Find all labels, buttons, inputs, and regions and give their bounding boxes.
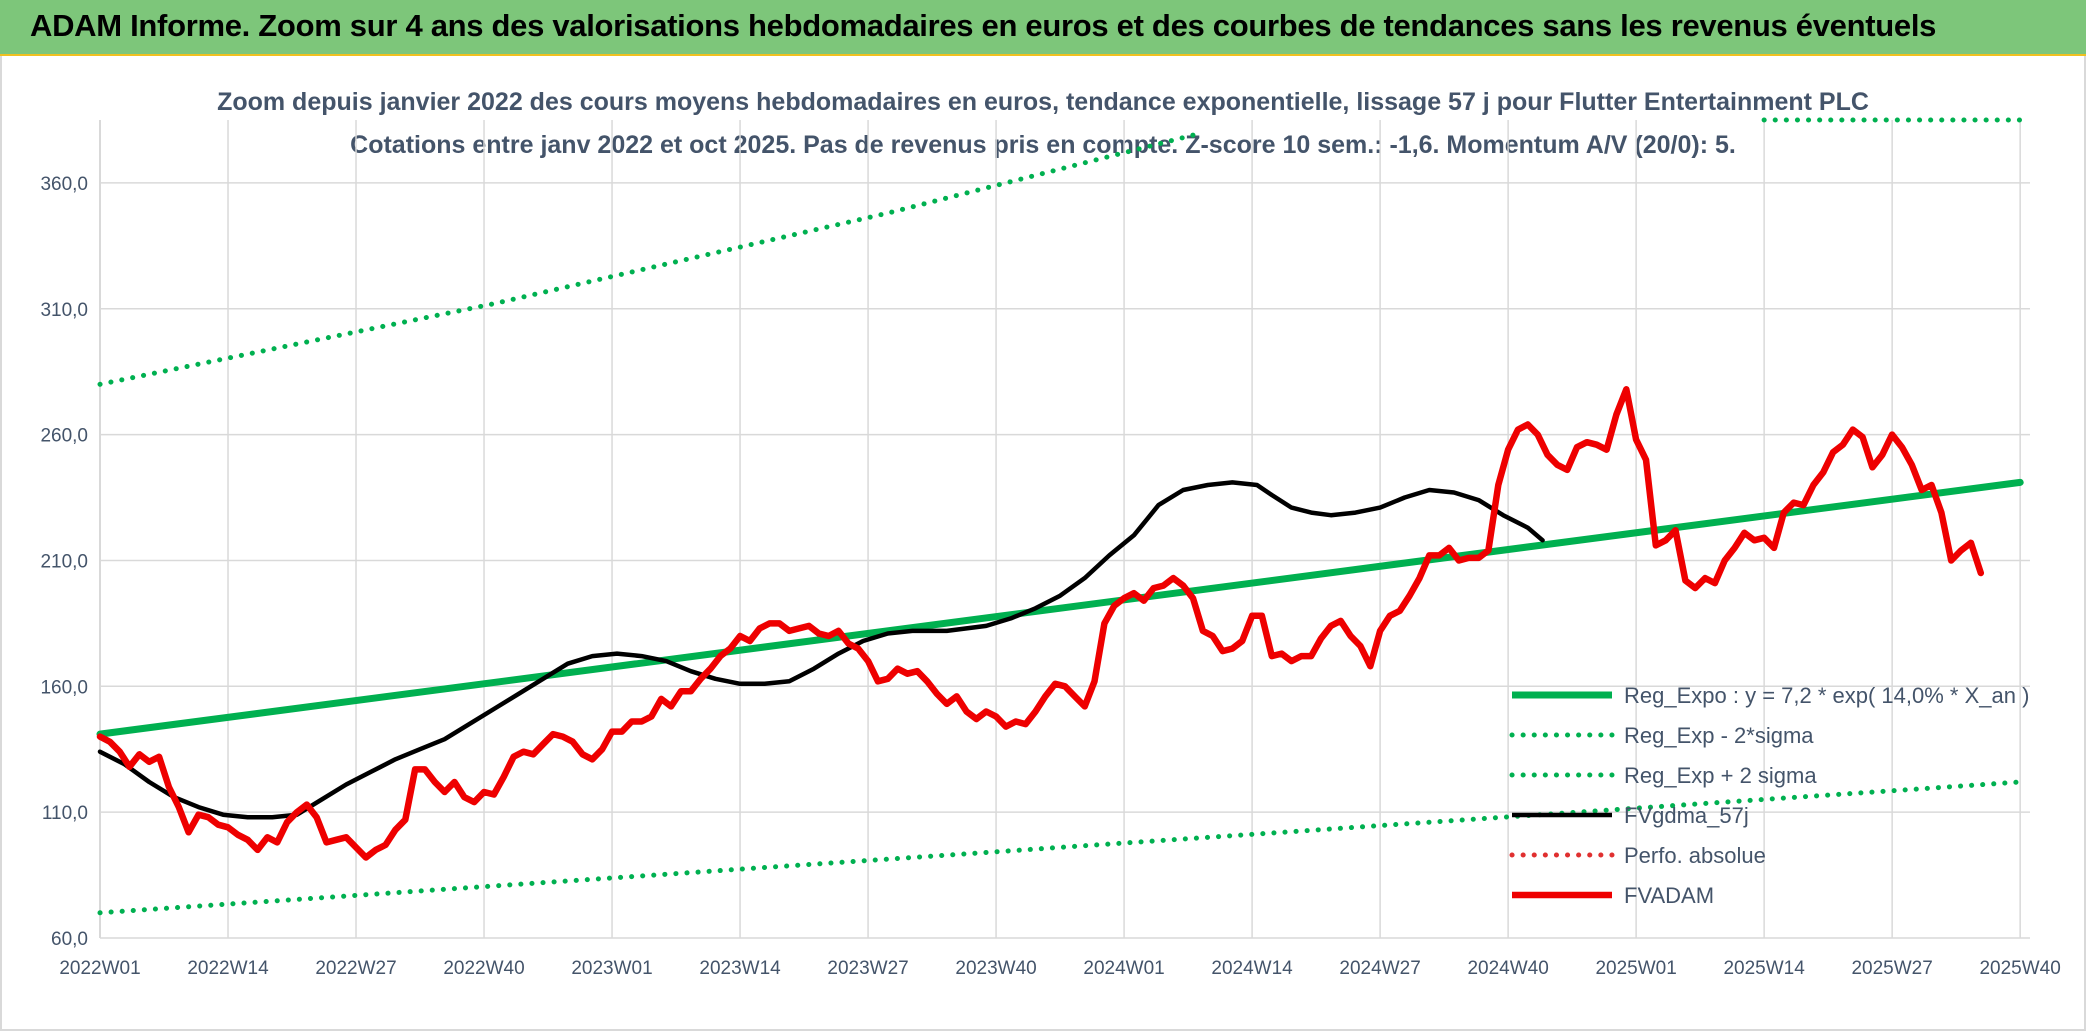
y-tick-label: 260,0	[40, 426, 88, 447]
x-tick-label: 2024W40	[1467, 958, 1548, 979]
x-tick-label: 2023W14	[699, 958, 781, 979]
chart-axis-labels: 60,0 110,0 160,0 210,0 260,0 310,0 360,0 2022W0…	[40, 174, 2060, 979]
series-line-5	[96, 386, 1985, 861]
x-tick-label: 2025W27	[1851, 958, 1932, 979]
legend-label: Perfo. absolue	[1624, 843, 1766, 868]
x-tick-label: 2022W14	[187, 958, 269, 979]
x-tick-label: 2025W40	[1979, 958, 2060, 979]
x-tick-label: 2022W27	[315, 958, 396, 979]
legend-label: Reg_Expo : y = 7,2 * exp( 14,0% * X_an )	[1624, 683, 2029, 708]
legend-label: Reg_Exp - 2*sigma	[1624, 723, 1814, 748]
y-tick-label: 210,0	[40, 551, 88, 572]
report-title: ADAM Informe. Zoom sur 4 ans des valoris…	[30, 8, 1937, 43]
chart-title: Zoom depuis janvier 2022 des cours moyen…	[217, 88, 1869, 116]
y-tick-label: 360,0	[40, 174, 88, 195]
x-tick-label: 2023W40	[955, 958, 1036, 979]
x-tick-label: 2022W01	[59, 958, 140, 979]
x-tick-label: 2023W27	[827, 958, 908, 979]
x-tick-label: 2025W01	[1595, 958, 1676, 979]
y-tick-label: 160,0	[40, 677, 88, 698]
chart-subtitle: Cotations entre janv 2022 et oct 2025. P…	[350, 131, 1736, 159]
x-tick-label: 2023W01	[571, 958, 652, 979]
report-banner: ADAM Informe. Zoom sur 4 ans des valoris…	[0, 0, 2086, 56]
x-tick-label: 2022W40	[443, 958, 524, 979]
chart-legend: Reg_Expo : y = 7,2 * exp( 14,0% * X_an )…	[1509, 683, 2029, 908]
series-line-2	[97, 130, 1206, 387]
series-line-1	[97, 779, 2023, 916]
x-tick-label: 2024W27	[1339, 958, 1420, 979]
legend-label: FVADAM	[1624, 883, 1714, 908]
legend-label: FVgdma_57j	[1624, 803, 1749, 828]
y-tick-label: 310,0	[40, 300, 88, 321]
legend-label: Reg_Exp + 2 sigma	[1624, 763, 1817, 788]
series-line-0	[96, 478, 2024, 738]
series-line-3	[97, 480, 1545, 820]
x-tick-label: 2024W01	[1083, 958, 1164, 979]
x-tick-label: 2025W14	[1723, 958, 1805, 979]
x-tick-label: 2024W14	[1211, 958, 1293, 979]
chart-series	[96, 117, 2024, 916]
chart-grid	[99, 120, 2030, 939]
y-tick-label: 60,0	[51, 929, 88, 950]
y-tick-label: 110,0	[42, 803, 88, 824]
